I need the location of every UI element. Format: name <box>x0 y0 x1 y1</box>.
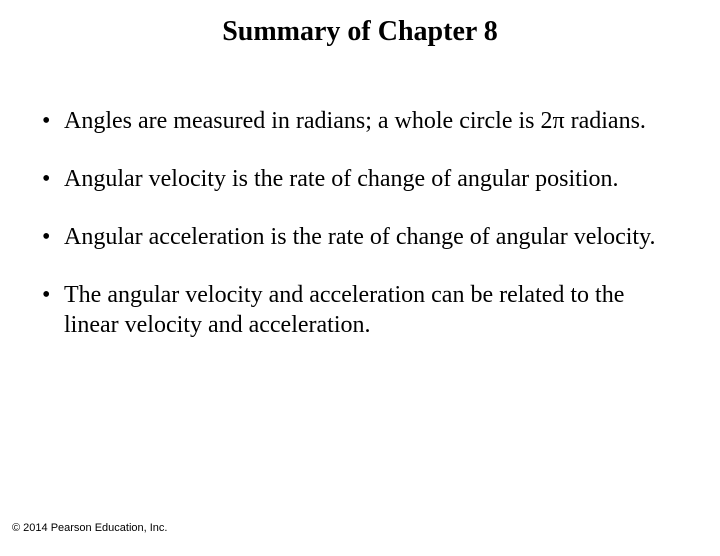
list-item: Angular acceleration is the rate of chan… <box>36 222 684 252</box>
list-item: Angles are measured in radians; a whole … <box>36 106 684 136</box>
slide: Summary of Chapter 8 Angles are measured… <box>0 16 720 556</box>
content-area: Angles are measured in radians; a whole … <box>36 106 684 340</box>
bullet-list: Angles are measured in radians; a whole … <box>36 106 684 340</box>
list-item: Angular velocity is the rate of change o… <box>36 164 684 194</box>
copyright-text: © 2014 Pearson Education, Inc. <box>12 522 167 534</box>
list-item: The angular velocity and acceleration ca… <box>36 280 684 340</box>
page-title: Summary of Chapter 8 <box>0 16 720 48</box>
